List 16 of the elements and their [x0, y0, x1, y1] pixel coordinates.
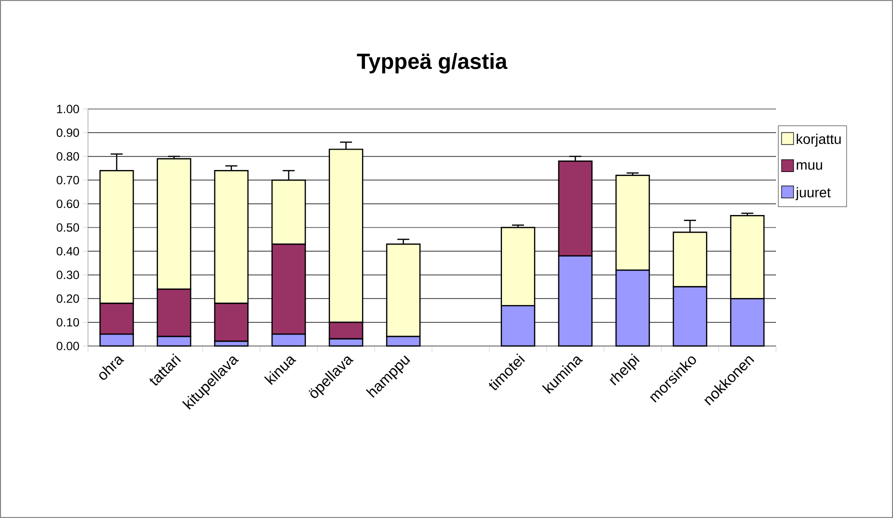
- y-tick-label: 0.10: [56, 318, 80, 327]
- y-tick-label: 0.30: [56, 270, 80, 280]
- chart-title: Typpeä g/astia: [356, 52, 508, 74]
- y-tick-label: 0.50: [56, 223, 80, 232]
- y-tick-label: 0.00: [56, 342, 80, 350]
- y-tick-label: 0.20: [56, 294, 80, 303]
- legend-label: muu: [796, 162, 822, 170]
- y-tick-label: 1.00: [57, 104, 80, 114]
- legend-label: juuret: [796, 187, 831, 200]
- y-tick-label: 0.90: [56, 128, 80, 137]
- y-tick-label: 0.60: [56, 200, 80, 208]
- y-tick-label: 0.70: [56, 176, 80, 184]
- y-tick-label: 0.40: [56, 246, 80, 256]
- legend-label: korjattu: [796, 134, 841, 147]
- x-tick-label: ohra: [99, 356, 124, 380]
- y-tick-label: 0.80: [56, 152, 80, 161]
